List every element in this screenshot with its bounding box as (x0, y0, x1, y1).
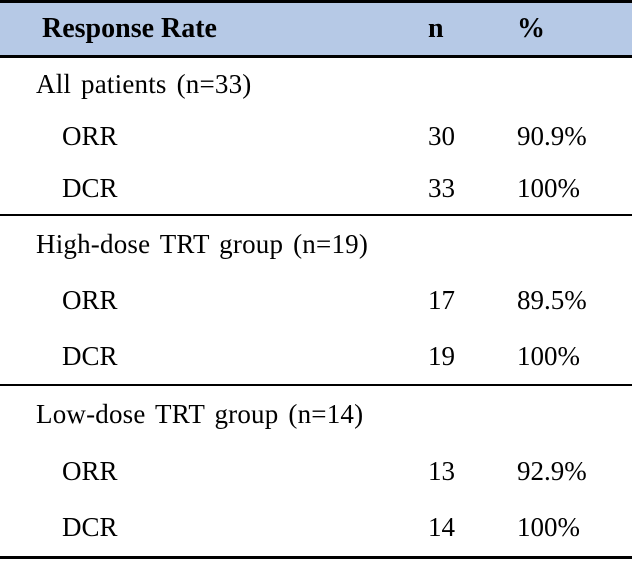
section-heading-row: High-dose TRT group (n=19) (0, 216, 632, 272)
table-row: ORR 17 89.5% (0, 272, 632, 328)
row-label: DCR (62, 172, 118, 203)
table-row: DCR 33 100% (0, 162, 632, 214)
section-heading-row: All patients (n=33) (0, 58, 632, 110)
row-n-value: 14 (428, 512, 455, 543)
section-low-dose: Low-dose TRT group (n=14) ORR 13 92.9% D… (0, 386, 632, 556)
row-label: ORR (62, 284, 118, 315)
row-n-value: 13 (428, 455, 455, 486)
section-high-dose: High-dose TRT group (n=19) ORR 17 89.5% … (0, 216, 632, 384)
table-row: ORR 13 92.9% (0, 443, 632, 500)
table-row: DCR 19 100% (0, 328, 632, 384)
row-percent-value: 100% (517, 512, 580, 543)
section-divider (0, 384, 632, 386)
section-heading: High-dose TRT group (n=19) (36, 228, 369, 259)
row-n-value: 33 (428, 172, 455, 203)
section-heading: Low-dose TRT group (n=14) (36, 398, 364, 429)
header-response-rate: Response Rate (42, 13, 217, 44)
row-n-value: 30 (428, 120, 455, 151)
row-percent-value: 100% (517, 340, 580, 371)
row-percent-value: 89.5% (517, 284, 587, 315)
table-bottom-border (0, 556, 632, 559)
section-heading-row: Low-dose TRT group (n=14) (0, 386, 632, 443)
row-n-value: 19 (428, 340, 455, 371)
row-label: ORR (62, 455, 118, 486)
row-percent-value: 90.9% (517, 120, 587, 151)
header-percent: % (517, 13, 545, 44)
bottom-whitespace (0, 559, 632, 570)
table-header-row: Response Rate n % (0, 3, 632, 58)
row-percent-value: 100% (517, 172, 580, 203)
table-row: DCR 14 100% (0, 499, 632, 556)
section-all-patients: All patients (n=33) ORR 30 90.9% DCR 33 … (0, 58, 632, 214)
header-n: n (428, 13, 444, 44)
section-divider (0, 214, 632, 216)
row-label: ORR (62, 120, 118, 151)
row-label: DCR (62, 512, 118, 543)
section-heading: All patients (n=33) (36, 68, 252, 99)
row-label: DCR (62, 340, 118, 371)
table-top-border (0, 0, 632, 3)
row-n-value: 17 (428, 284, 455, 315)
row-percent-value: 92.9% (517, 455, 587, 486)
table-row: ORR 30 90.9% (0, 110, 632, 162)
